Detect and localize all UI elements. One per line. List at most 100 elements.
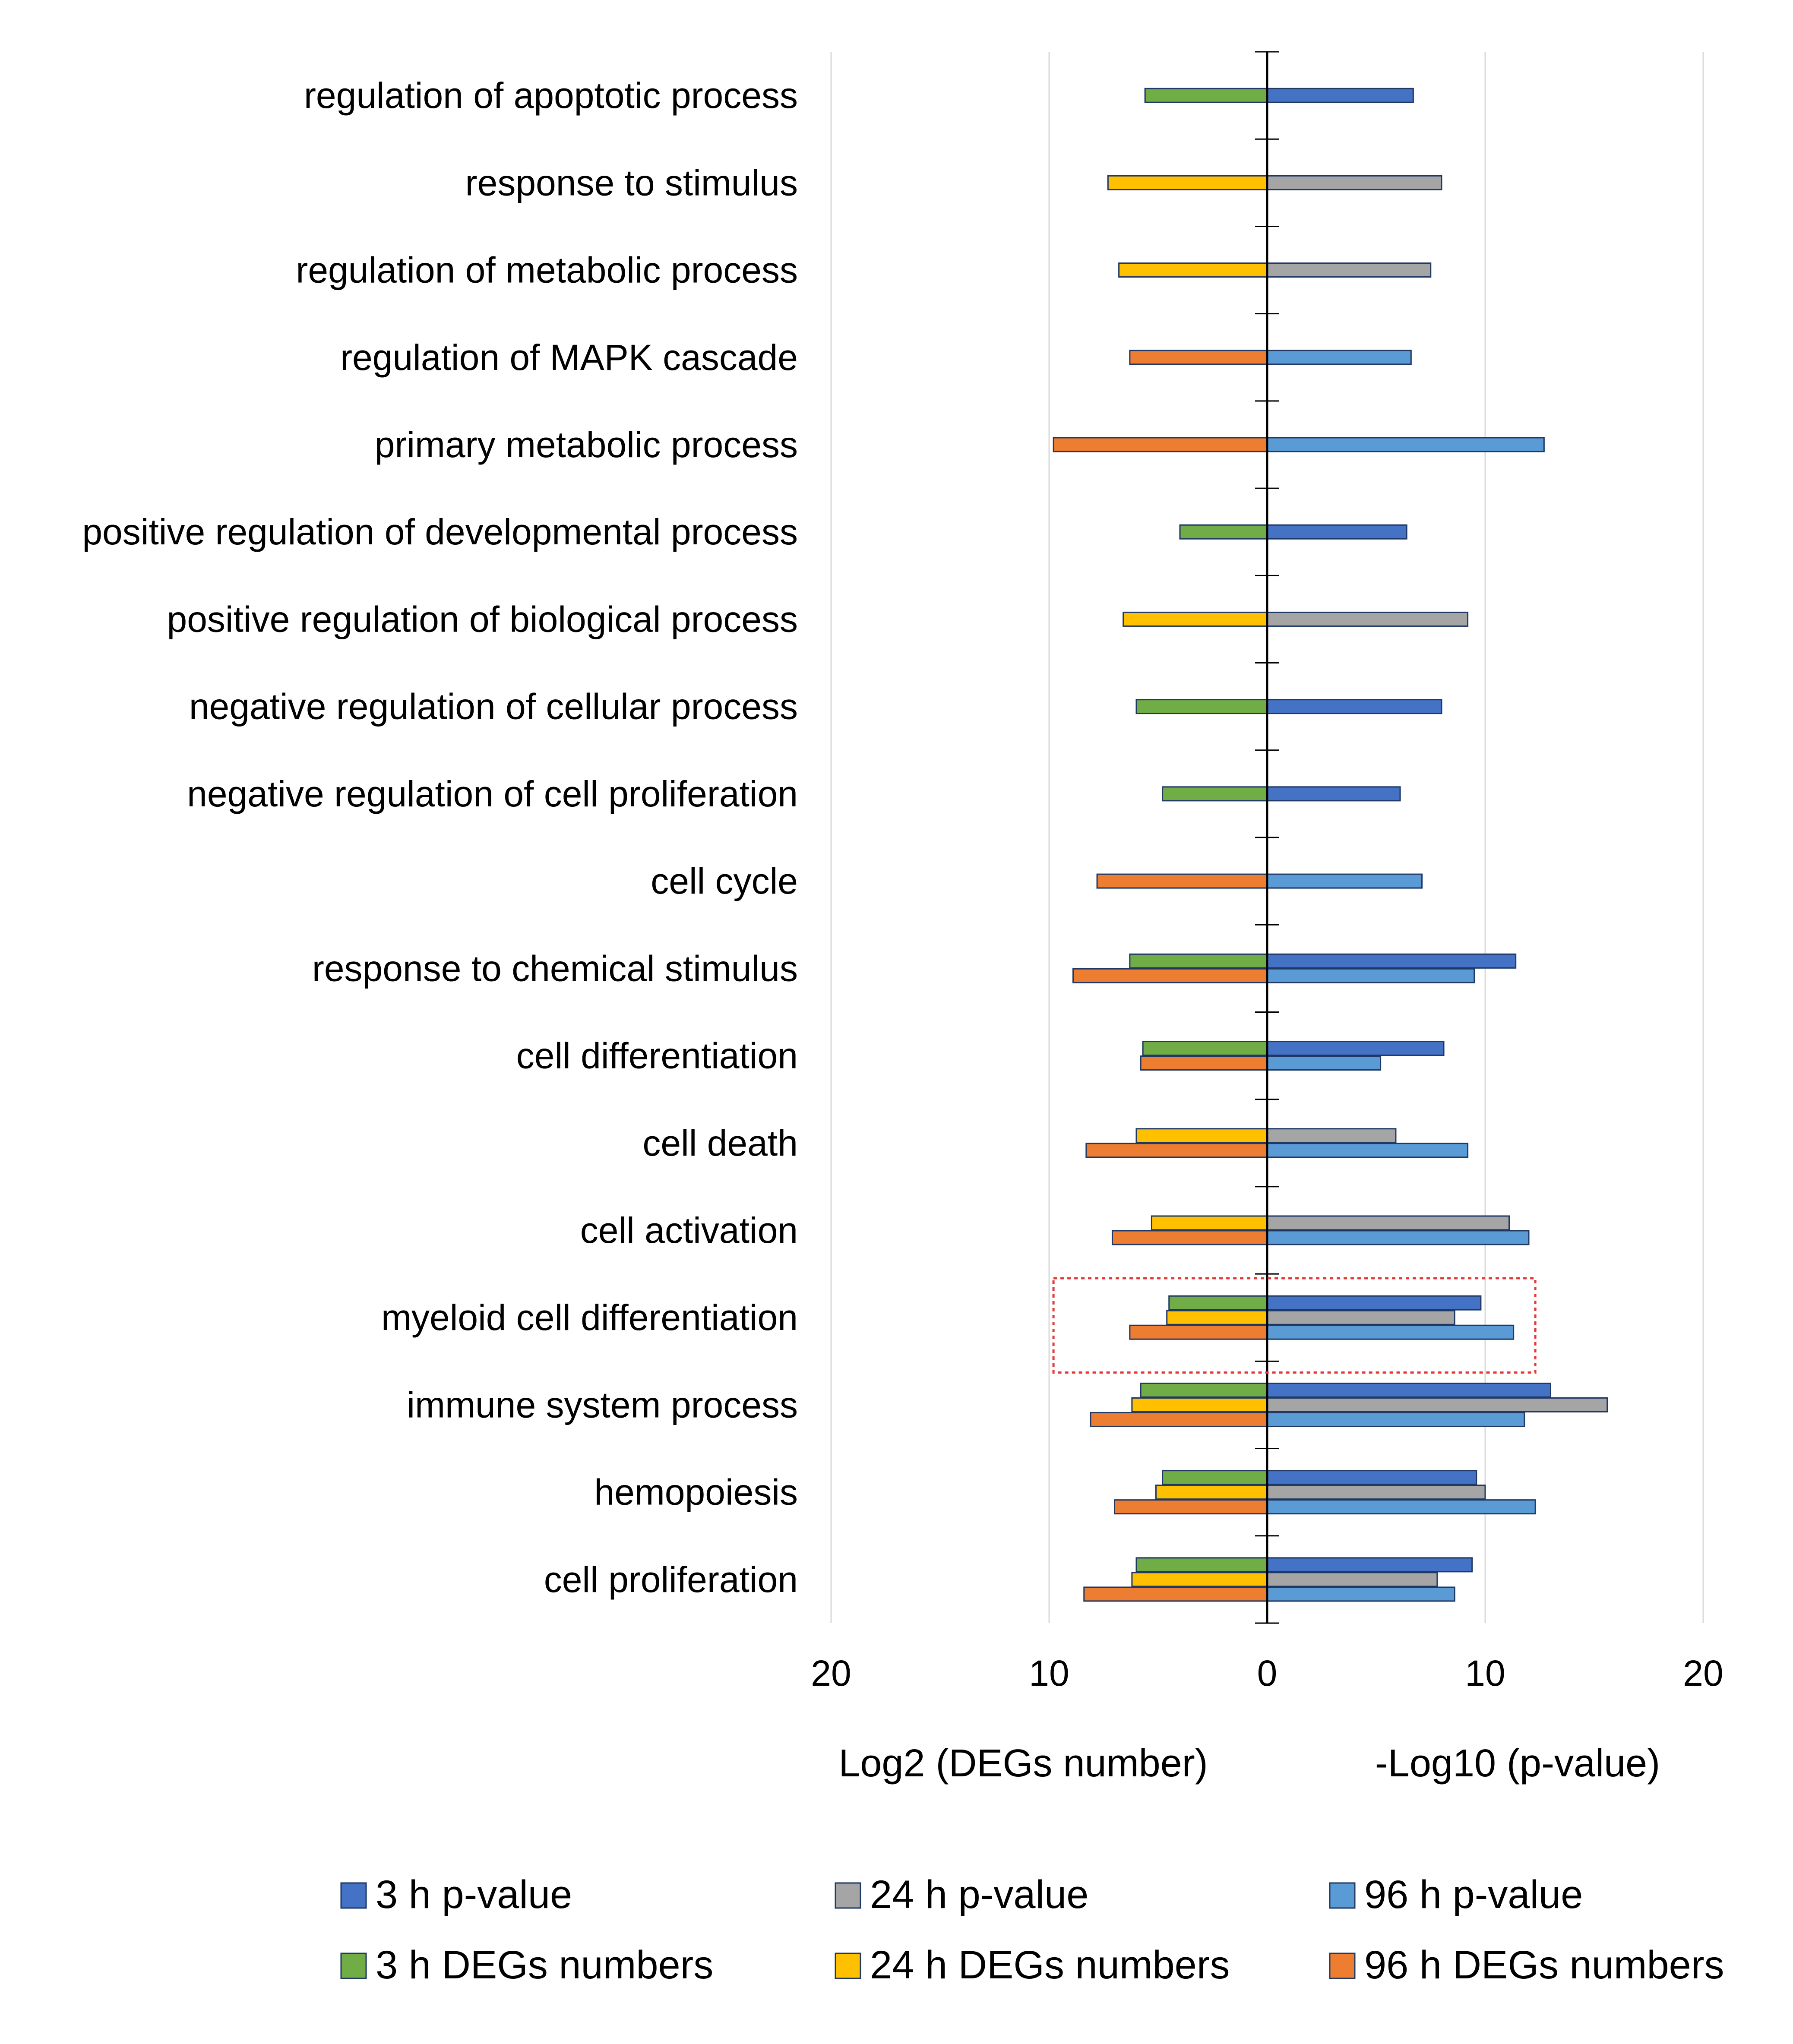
category-label-cell-differentiation: cell differentiation [516, 1036, 798, 1076]
legend-swatch-96-h-p-value [1329, 1882, 1356, 1909]
bar-24-h-p-value-immune-system-process [1266, 1397, 1608, 1412]
bar-96-h-degs-numbers-cell-cycle [1096, 873, 1268, 889]
category-label-regulation-of-apoptotic-process: regulation of apoptotic process [304, 75, 798, 116]
bar-24-h-p-value-myeloid-cell-differentiation [1266, 1310, 1455, 1325]
bar-3-h-p-value-regulation-of-apoptotic-process [1266, 88, 1414, 103]
bar-3-h-p-value-positive-regulation-of-developmental-process [1266, 524, 1407, 540]
bar-96-h-degs-numbers-cell-death [1085, 1143, 1268, 1158]
legend-label-96-h-degs-numbers: 96 h DEGs numbers [1364, 1943, 1724, 1987]
bar-24-h-p-value-hemopoiesis [1266, 1485, 1486, 1500]
bar-24-h-p-value-cell-proliferation [1266, 1572, 1438, 1587]
bar-24-h-degs-numbers-cell-death [1135, 1128, 1268, 1144]
bar-24-h-degs-numbers-immune-system-process [1131, 1397, 1268, 1412]
bar-3-h-p-value-negative-regulation-of-cellular-process [1266, 699, 1442, 714]
bar-3-h-degs-numbers-regulation-of-apoptotic-process [1144, 88, 1268, 103]
category-label-negative-regulation-of-cellular-process: negative regulation of cellular process [189, 686, 798, 727]
bar-3-h-degs-numbers-cell-proliferation [1135, 1557, 1268, 1573]
category-label-hemopoiesis: hemopoiesis [594, 1472, 798, 1513]
category-label-immune-system-process: immune system process [407, 1384, 798, 1425]
category-label-regulation-of-mapk-cascade: regulation of MAPK cascade [340, 337, 798, 378]
bar-24-h-p-value-regulation-of-metabolic-process [1266, 262, 1432, 278]
bar-3-h-degs-numbers-myeloid-cell-differentiation [1168, 1295, 1268, 1311]
tick-label-right-10: 10 [1465, 1653, 1505, 1693]
legend-label-24-h-p-value: 24 h p-value [870, 1873, 1088, 1917]
bar-3-h-p-value-cell-differentiation [1266, 1041, 1445, 1056]
bar-24-h-p-value-cell-activation [1266, 1215, 1510, 1231]
bar-24-h-degs-numbers-cell-activation [1151, 1215, 1268, 1231]
category-label-cell-death: cell death [642, 1123, 798, 1163]
bar-96-h-p-value-immune-system-process [1266, 1412, 1525, 1427]
bar-24-h-p-value-response-to-stimulus [1266, 175, 1442, 190]
category-label-cell-activation: cell activation [580, 1210, 798, 1251]
category-label-regulation-of-metabolic-process: regulation of metabolic process [296, 250, 798, 291]
bar-3-h-p-value-immune-system-process [1266, 1382, 1551, 1398]
bar-3-h-degs-numbers-response-to-chemical-stimulus [1129, 953, 1268, 969]
bar-3-h-degs-numbers-positive-regulation-of-developmental-process [1179, 524, 1268, 540]
category-label-primary-metabolic-process: primary metabolic process [375, 424, 798, 465]
bar-3-h-p-value-cell-proliferation [1266, 1557, 1473, 1573]
legend-swatch-3-h-degs-numbers [340, 1952, 367, 1979]
bar-3-h-p-value-response-to-chemical-stimulus [1266, 953, 1517, 969]
bar-96-h-degs-numbers-cell-proliferation [1083, 1586, 1268, 1602]
category-label-cell-proliferation: cell proliferation [544, 1559, 798, 1600]
legend-label-96-h-p-value: 96 h p-value [1364, 1873, 1583, 1917]
bar-96-h-degs-numbers-cell-activation [1111, 1230, 1268, 1245]
legend-swatch-24-h-degs-numbers [835, 1952, 861, 1979]
bar-3-h-degs-numbers-negative-regulation-of-cell-proliferation [1162, 786, 1268, 802]
tick-label-left-10: 10 [1029, 1653, 1069, 1693]
bar-96-h-p-value-myeloid-cell-differentiation [1266, 1324, 1515, 1340]
bar-24-h-degs-numbers-hemopoiesis [1155, 1485, 1268, 1500]
category-label-positive-regulation-of-developmental-process: positive regulation of developmental pro… [82, 512, 798, 552]
bar-3-h-degs-numbers-immune-system-process [1140, 1382, 1268, 1398]
bar-96-h-degs-numbers-regulation-of-mapk-cascade [1129, 350, 1268, 365]
legend-swatch-24-h-p-value [835, 1882, 861, 1909]
bars [1053, 88, 1608, 1602]
center-axis [1255, 51, 1279, 1624]
bar-96-h-degs-numbers-cell-differentiation [1140, 1055, 1268, 1071]
legend-label-3-h-p-value: 3 h p-value [376, 1873, 572, 1917]
bar-96-h-degs-numbers-primary-metabolic-process [1053, 437, 1268, 452]
legend-label-3-h-degs-numbers: 3 h DEGs numbers [376, 1943, 713, 1987]
legend-label-24-h-degs-numbers: 24 h DEGs numbers [870, 1943, 1230, 1987]
bar-96-h-degs-numbers-immune-system-process [1090, 1412, 1268, 1427]
category-label-positive-regulation-of-biological-process: positive regulation of biological proces… [167, 599, 798, 639]
bar-96-h-degs-numbers-response-to-chemical-stimulus [1072, 968, 1268, 983]
bar-96-h-p-value-hemopoiesis [1266, 1499, 1536, 1515]
legend-swatch-3-h-p-value [340, 1882, 367, 1909]
category-label-cell-cycle: cell cycle [651, 861, 798, 901]
right-axis-title: -Log10 (p-value) [1375, 1742, 1660, 1785]
category-label-myeloid-cell-differentiation: myeloid cell differentiation [381, 1297, 798, 1338]
legend: 3 h p-value 24 h p-value 96 h p-value 3 h D… [340, 1873, 1724, 1987]
highlight-box [1052, 1277, 1537, 1374]
bar-3-h-degs-numbers-negative-regulation-of-cellular-process [1135, 699, 1268, 714]
bar-96-h-p-value-cell-differentiation [1266, 1055, 1382, 1071]
bar-24-h-p-value-cell-death [1266, 1128, 1397, 1144]
bar-96-h-p-value-response-to-chemical-stimulus [1266, 968, 1475, 983]
bar-24-h-degs-numbers-cell-proliferation [1131, 1572, 1268, 1587]
bar-3-h-p-value-myeloid-cell-differentiation [1266, 1295, 1482, 1311]
bar-96-h-p-value-primary-metabolic-process [1266, 437, 1545, 452]
bar-96-h-p-value-cell-cycle [1266, 873, 1423, 889]
bar-96-h-p-value-cell-activation [1266, 1230, 1530, 1245]
bar-24-h-degs-numbers-myeloid-cell-differentiation [1166, 1310, 1268, 1325]
tick-label-0: 0 [1257, 1653, 1278, 1693]
bar-96-h-p-value-regulation-of-mapk-cascade [1266, 350, 1412, 365]
tick-labels: 20 10 0 10 20 [811, 1653, 1723, 1693]
category-label-response-to-stimulus: response to stimulus [465, 162, 798, 203]
bar-24-h-degs-numbers-regulation-of-metabolic-process [1118, 262, 1268, 278]
bar-96-h-p-value-cell-proliferation [1266, 1586, 1455, 1602]
category-label-response-to-chemical-stimulus: response to chemical stimulus [312, 948, 798, 989]
bar-24-h-degs-numbers-response-to-stimulus [1107, 175, 1268, 190]
bar-3-h-p-value-hemopoiesis [1266, 1470, 1477, 1485]
category-labels: regulation of apoptotic process response … [82, 75, 798, 1600]
left-axis-title: Log2 (DEGs number) [838, 1742, 1208, 1785]
bar-96-h-degs-numbers-myeloid-cell-differentiation [1129, 1324, 1268, 1340]
bar-96-h-degs-numbers-hemopoiesis [1114, 1499, 1268, 1515]
gridlines [830, 52, 1704, 1623]
bar-3-h-degs-numbers-cell-differentiation [1142, 1041, 1268, 1056]
bar-3-h-degs-numbers-hemopoiesis [1162, 1470, 1268, 1485]
tick-label-left-20: 20 [811, 1653, 851, 1693]
category-label-negative-regulation-of-cell-proliferation: negative regulation of cell proliferatio… [187, 774, 798, 814]
bar-96-h-p-value-cell-death [1266, 1143, 1469, 1158]
